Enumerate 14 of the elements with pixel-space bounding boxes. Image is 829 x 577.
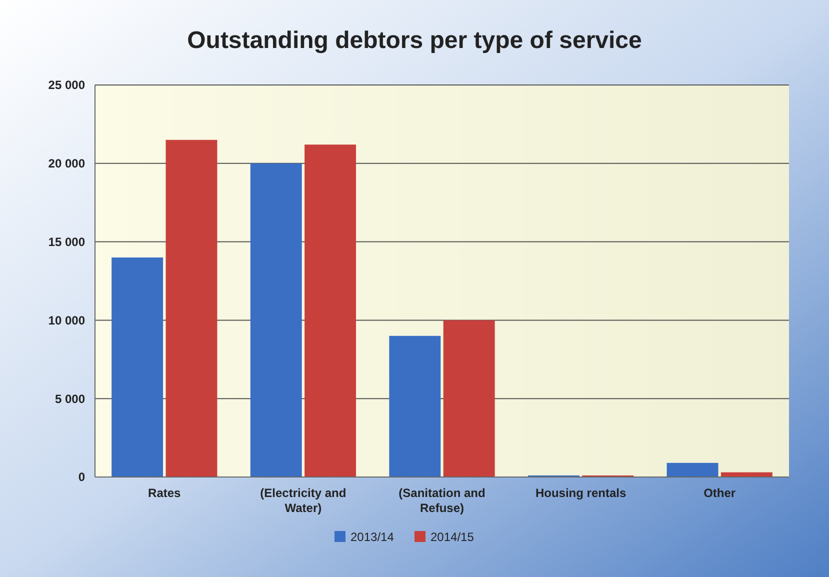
- y-tick-label: 20 000: [48, 156, 86, 171]
- x-tick-label: (Sanitation and Refuse): [398, 486, 486, 515]
- x-tick-label: (Electricity and Water): [260, 486, 346, 515]
- y-tick-label: 10 000: [48, 313, 86, 328]
- x-tick-label: Rates: [148, 486, 182, 500]
- x-tick-label: Other: [704, 486, 736, 500]
- y-tick-label: 0: [78, 470, 86, 484]
- legend-label: 2013/14: [350, 530, 394, 544]
- y-tick-label: 5 000: [54, 392, 86, 406]
- x-tick-label: Housing rentals: [535, 486, 626, 500]
- y-tick-label: 25 000: [48, 78, 86, 92]
- y-tick-label: 15 000: [48, 235, 86, 249]
- legend-label: 2014/15: [430, 530, 474, 544]
- chart-title: Outstanding debtors per type of service: [187, 27, 642, 54]
